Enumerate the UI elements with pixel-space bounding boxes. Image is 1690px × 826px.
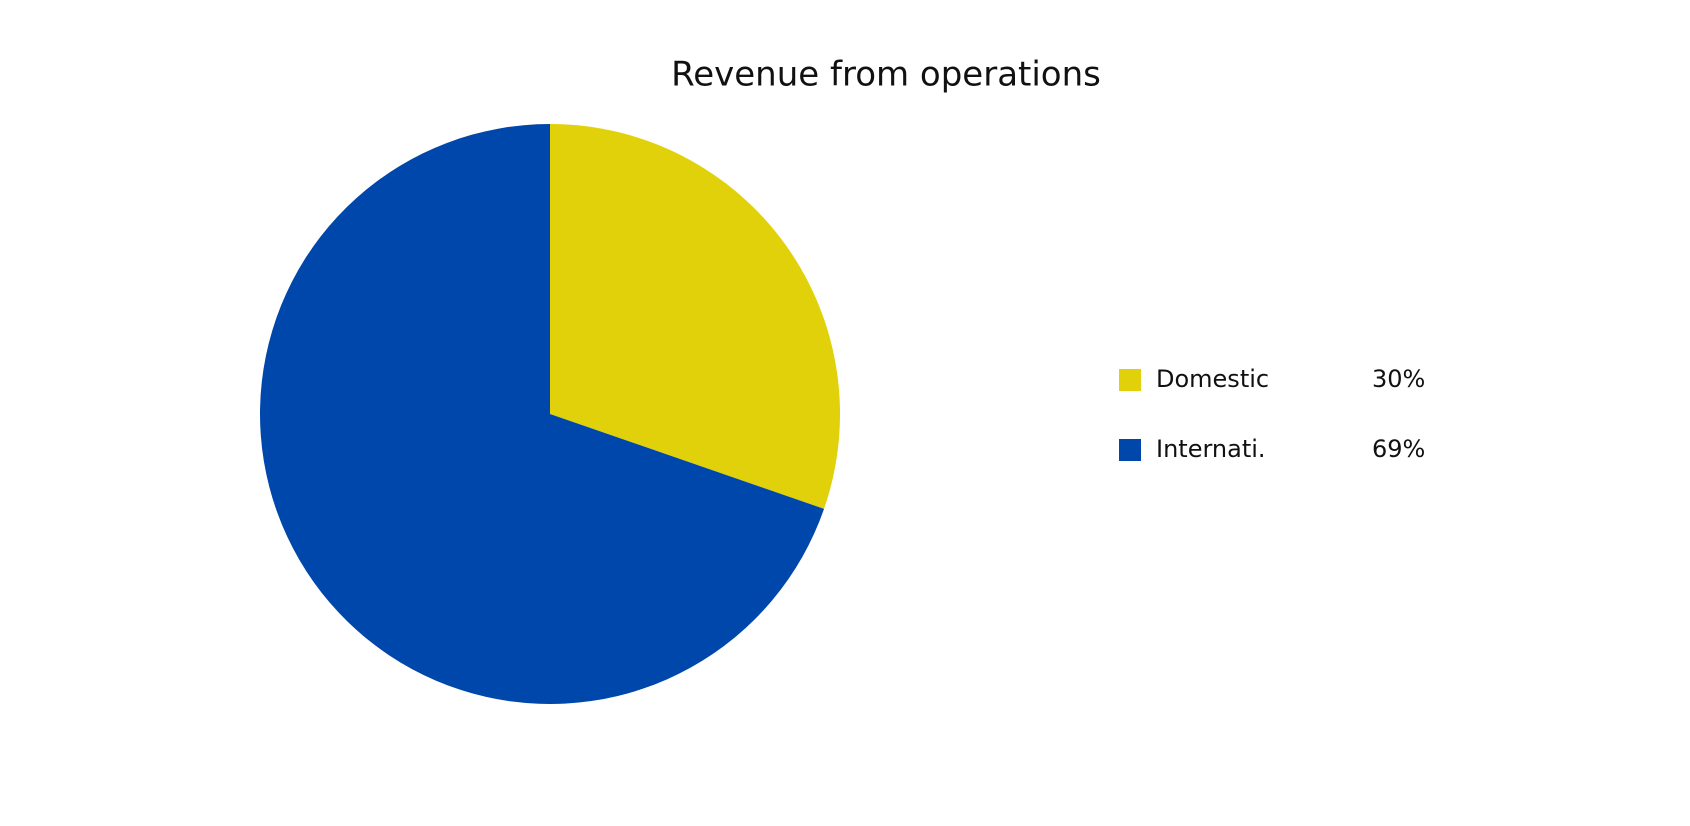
legend-label: Internati.: [1156, 435, 1266, 463]
chart-title: Revenue from operations: [671, 55, 1101, 95]
legend-value: 69%: [1372, 435, 1425, 463]
legend-label: Domestic: [1156, 365, 1269, 393]
legend-swatch: [1119, 369, 1141, 391]
legend-value: 30%: [1372, 365, 1425, 393]
pie-slice: [550, 124, 840, 509]
legend-swatch: [1119, 439, 1141, 461]
pie-slice: [260, 124, 825, 705]
